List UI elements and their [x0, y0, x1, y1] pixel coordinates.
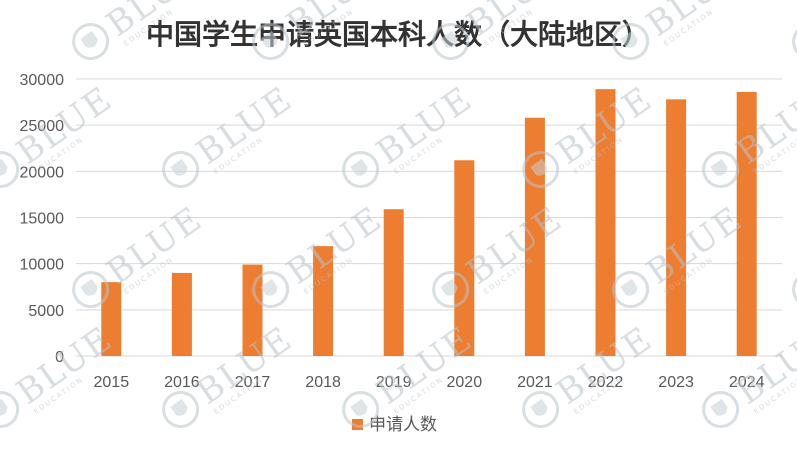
- y-tick-label: 0: [55, 349, 64, 366]
- shield-icon: [612, 270, 650, 308]
- shield-icon: [162, 390, 200, 428]
- x-axis-ticks: 2015 2016 2017 2018 2019 2020 2021 2022 2023 2024: [94, 374, 765, 391]
- shield-emblem: [260, 30, 278, 48]
- watermark-text: BLUE: [99, 199, 210, 293]
- x-tick-label: 2017: [235, 374, 271, 391]
- shield-icon: [612, 22, 650, 60]
- shield-emblem: [170, 398, 188, 416]
- y-tick-label: 30000: [20, 72, 65, 89]
- x-tick-label: 2023: [658, 374, 694, 391]
- bar: [242, 264, 263, 356]
- y-axis-ticks: 0 5000 10000 15000 20000 25000 30000: [20, 72, 65, 366]
- shield-icon: [342, 390, 380, 428]
- watermark-text: BLUE: [369, 79, 480, 173]
- bar: [171, 272, 192, 356]
- y-tick-label: 25000: [20, 118, 65, 135]
- shield-emblem: [440, 30, 458, 48]
- bar: [101, 282, 122, 356]
- bar: [595, 89, 616, 356]
- shield-emblem: [80, 278, 98, 296]
- shield-emblem: [0, 158, 8, 176]
- bar: [313, 246, 334, 356]
- shield-icon: [72, 22, 110, 60]
- legend: 申请人数: [352, 415, 437, 435]
- shield-emblem: [170, 158, 188, 176]
- bar: [666, 99, 687, 357]
- shield-icon: [792, 22, 797, 60]
- shield-icon: [792, 270, 797, 308]
- watermark-text: BLUE: [639, 199, 750, 293]
- shield-emblem: [440, 278, 458, 296]
- watermark-text: BLUE: [279, 199, 390, 293]
- shield-icon: [252, 270, 290, 308]
- shield-icon: [702, 390, 740, 428]
- shield-icon: [522, 390, 560, 428]
- shield-icon: [432, 22, 470, 60]
- shield-emblem: [0, 398, 8, 416]
- shield-icon: [0, 390, 20, 428]
- y-tick-label: 15000: [20, 211, 65, 228]
- shield-emblem: [710, 398, 728, 416]
- shield-emblem: [260, 278, 278, 296]
- x-tick-label: 2016: [164, 374, 200, 391]
- shield-icon: [702, 150, 740, 188]
- shield-emblem: [350, 158, 368, 176]
- gridlines: [76, 78, 782, 357]
- y-tick-label: 20000: [20, 164, 65, 181]
- x-tick-label: 2015: [94, 374, 130, 391]
- chart-title: 中国学生申请英国本科人数（大陆地区）: [146, 18, 650, 51]
- x-tick-label: 2021: [517, 374, 553, 391]
- watermark-text: BLUE: [189, 79, 300, 173]
- bars: [101, 89, 757, 357]
- shield-icon: [342, 150, 380, 188]
- bar: [383, 209, 404, 356]
- shield-emblem: [530, 158, 548, 176]
- shield-icon: [0, 150, 20, 188]
- watermark-text: BLUE: [9, 319, 120, 413]
- y-tick-label: 5000: [28, 303, 64, 320]
- x-tick-label: 2019: [376, 374, 412, 391]
- shield-icon: [72, 270, 110, 308]
- shield-icon: [432, 270, 470, 308]
- shield-emblem: [620, 30, 638, 48]
- x-tick-label: 2022: [588, 374, 624, 391]
- bar: [524, 117, 545, 356]
- shield-emblem: [350, 398, 368, 416]
- shield-emblem: [620, 278, 638, 296]
- shield-emblem: [530, 398, 548, 416]
- legend-swatch: [352, 419, 363, 430]
- shield-icon: [252, 22, 290, 60]
- shield-emblem: [710, 158, 728, 176]
- bar: [454, 160, 475, 356]
- legend-label: 申请人数: [369, 415, 437, 435]
- shield-icon: [522, 150, 560, 188]
- y-tick-label: 10000: [20, 257, 65, 274]
- watermark-text: BLUE: [459, 199, 570, 293]
- shield-emblem: [80, 30, 98, 48]
- shield-icon: [162, 150, 200, 188]
- x-tick-label: 2018: [305, 374, 341, 391]
- bar: [736, 91, 757, 356]
- x-tick-label: 2020: [447, 374, 483, 391]
- x-tick-label: 2024: [729, 374, 765, 391]
